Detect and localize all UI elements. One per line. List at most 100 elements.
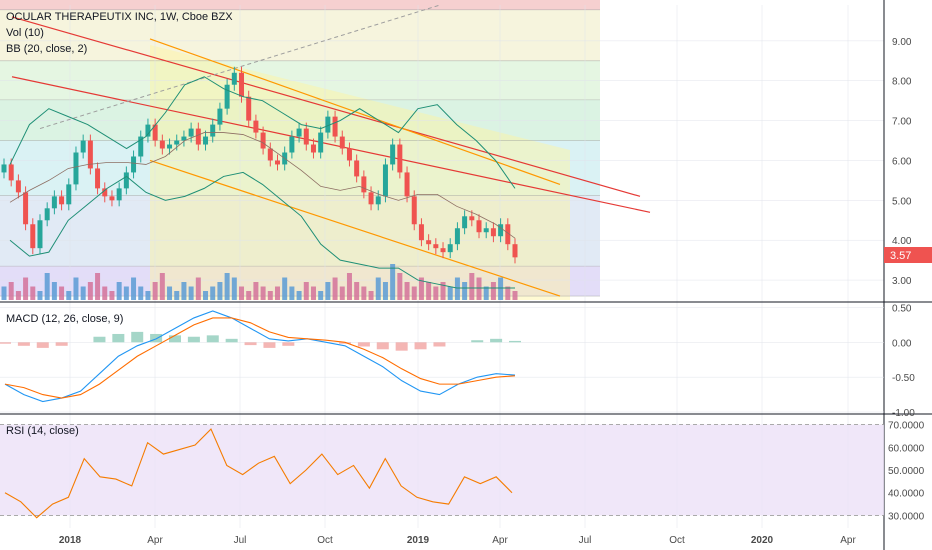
candle-body <box>404 172 410 197</box>
candle-body <box>289 136 295 153</box>
volume-bar <box>498 277 504 300</box>
candle-body <box>239 72 245 97</box>
volume-bar <box>109 291 115 300</box>
candle-body <box>325 116 331 133</box>
volume-bars <box>1 264 518 300</box>
volume-bar <box>8 282 14 300</box>
rsi-tick-label: 50.0000 <box>888 466 925 477</box>
volume-bar <box>138 286 144 300</box>
macd-histogram-bar <box>187 336 200 343</box>
volume-bar <box>37 291 43 300</box>
volume-bar <box>505 286 511 300</box>
candle-body <box>195 128 201 145</box>
macd-histogram-bar <box>263 342 276 348</box>
volume-bar <box>339 286 345 300</box>
volume-bar <box>15 291 21 300</box>
candle-body <box>368 192 374 205</box>
volume-bar <box>440 282 446 300</box>
macd-title[interactable]: MACD (12, 26, close, 9) <box>6 313 123 325</box>
candle-body <box>274 160 280 165</box>
macd-histogram-bar <box>509 340 521 343</box>
candle-body <box>217 108 223 125</box>
bb-basis-line <box>9 132 516 239</box>
candle-body <box>95 168 101 189</box>
price-axes: 9.00 8.00 7.00 6.00 5.00 4.00 3.00 0.50 0.00 -0.5… <box>888 37 925 523</box>
candle-body <box>73 152 79 185</box>
symbol-title[interactable]: OCULAR THERAPEUTIX INC, 1W, Cboe BZX <box>6 11 233 23</box>
candle-body <box>462 216 468 229</box>
time-tick-label: 2018 <box>59 535 82 546</box>
volume-bar <box>239 286 245 300</box>
rsi-title[interactable]: RSI (14, close) <box>6 425 79 437</box>
volume-bar <box>267 291 273 300</box>
price-overlays <box>11 4 651 297</box>
last-price-badge <box>884 247 932 263</box>
indicator-bb-label[interactable]: BB (20, close, 2) <box>6 43 87 55</box>
volume-bar <box>296 291 302 300</box>
macd-histogram-bar <box>93 336 106 343</box>
price-tick-label: 9.00 <box>892 37 912 48</box>
candle-body <box>354 160 360 177</box>
macd-histogram-bar <box>225 338 238 343</box>
macd-histogram-bar <box>339 342 351 344</box>
candle-body <box>260 132 266 149</box>
price-tick-label: 3.00 <box>892 276 912 287</box>
volume-bar <box>490 282 496 300</box>
volume-bar <box>418 277 424 300</box>
candle-body <box>310 144 316 153</box>
volume-bar <box>289 286 295 300</box>
rsi-tick-label: 60.0000 <box>888 443 925 454</box>
candle-body <box>505 224 511 245</box>
candle-body <box>116 188 122 201</box>
volume-bar <box>102 286 108 300</box>
volume-bar <box>404 282 410 300</box>
signal-line <box>4 317 516 399</box>
macd-histogram-bar <box>0 342 11 344</box>
macd-histogram-bar <box>36 342 49 348</box>
macd-histogram-bar <box>414 342 427 350</box>
candle-body <box>167 144 173 149</box>
bb-lower-line <box>9 171 515 289</box>
time-tick-label: Apr <box>840 535 856 546</box>
volume-bar <box>73 277 79 300</box>
candle-body <box>339 136 345 149</box>
volume-bar <box>426 282 432 300</box>
candle-body <box>397 144 403 173</box>
volume-bar <box>123 286 129 300</box>
candle-body <box>102 188 108 197</box>
indicator-volume-label[interactable]: Vol (10) <box>6 27 44 39</box>
candle-body <box>145 124 151 137</box>
time-tick-label: Apr <box>147 535 163 546</box>
macd-histogram-bar <box>395 342 408 351</box>
volume-bar <box>159 273 165 300</box>
candle-body <box>188 128 194 137</box>
candle-body <box>51 196 57 209</box>
volume-bar <box>469 273 475 300</box>
candle-body <box>375 196 381 205</box>
time-tick-label: Apr <box>492 535 508 546</box>
time-axis[interactable]: 2018 Apr Jul Oct 2019 Apr Jul Oct 2020 Apr <box>59 535 857 546</box>
volume-bar <box>332 277 338 300</box>
candle-body <box>174 140 180 145</box>
rsi-tick-label: 40.0000 <box>888 489 925 500</box>
volume-bar <box>310 286 316 300</box>
volume-bar <box>253 282 259 300</box>
macd-histogram-bar <box>357 342 370 347</box>
volume-bar <box>131 277 137 300</box>
volume-bar <box>203 291 209 300</box>
volume-bar <box>282 277 288 300</box>
volume-bar <box>447 286 453 300</box>
macd-tick-label: -0.50 <box>892 373 915 384</box>
candle-body <box>231 72 237 85</box>
candle-body <box>131 156 137 173</box>
macd-histogram-bar <box>169 335 181 343</box>
volume-bar <box>217 282 223 300</box>
volume-bar <box>30 286 36 300</box>
candle-body <box>253 120 259 133</box>
price-tick-label: 4.00 <box>892 236 912 247</box>
bollinger-bands <box>9 76 516 289</box>
volume-bar <box>512 291 518 300</box>
candle-body <box>447 244 453 253</box>
price-tick-label: 7.00 <box>892 117 912 128</box>
